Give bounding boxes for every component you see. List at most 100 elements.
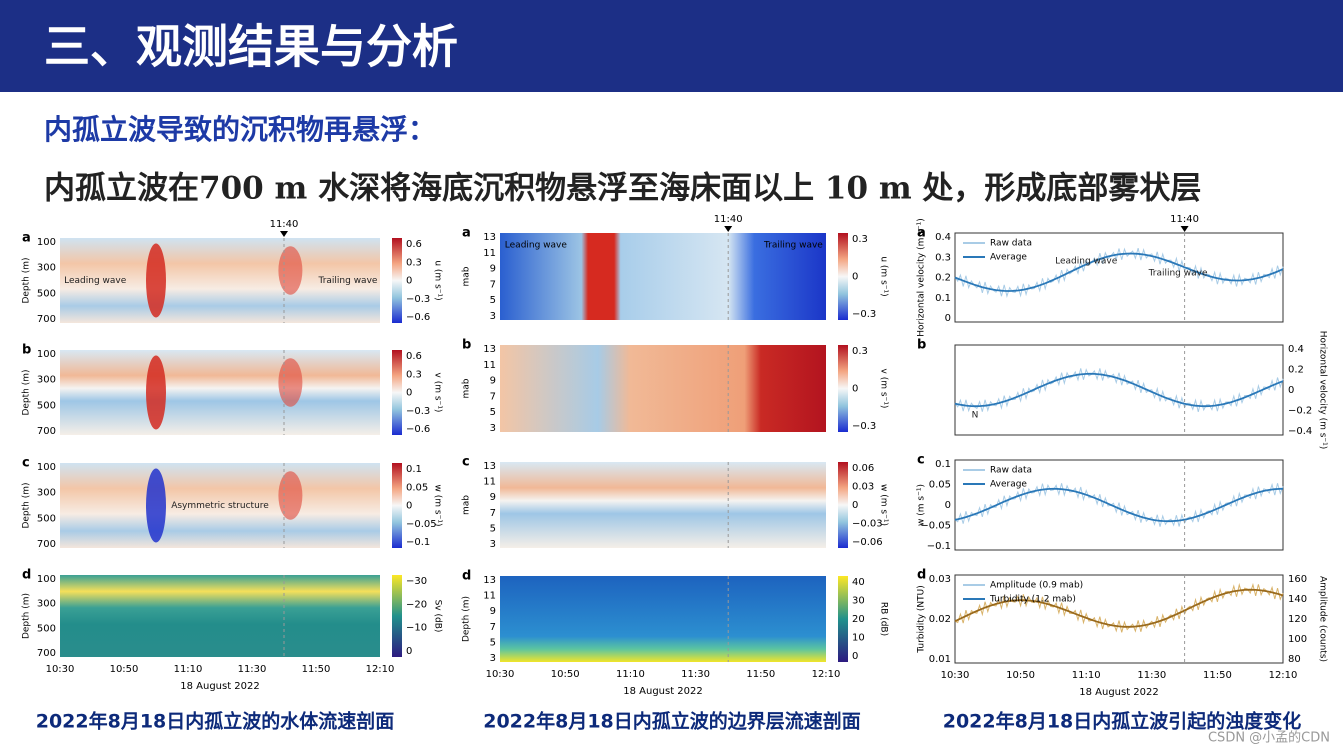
raw-line (954, 482, 1284, 527)
plot-image (60, 575, 380, 657)
annotation: Trailing wave (318, 276, 378, 286)
annotation: N (972, 411, 979, 421)
y-tick-label: 300 (37, 375, 56, 386)
plot-image (500, 233, 826, 320)
colorbar-tick-label: 0 (852, 384, 858, 395)
y-tick-label: 700 (37, 648, 56, 659)
average-line (954, 252, 1284, 292)
y-tick-label: 9 (490, 492, 496, 503)
colorbar-tick-label: 0.1 (406, 464, 422, 475)
legend-label: Amplitude (0.9 mab) (990, 581, 1083, 591)
colorbar-tick-label: 40 (852, 577, 865, 588)
y2-tick-label: 0.4 (1288, 344, 1304, 355)
y2-tick-label: −0.2 (1288, 406, 1312, 417)
y-tick-label: 5 (490, 407, 496, 418)
x-tick-label: 11:10 (174, 664, 203, 675)
y-tick-label: 0.1 (935, 459, 951, 470)
raw-line (954, 368, 1284, 413)
annotation: Leading wave (1055, 257, 1118, 267)
y-tick-label: 100 (37, 462, 56, 473)
colorbar-tick-label: 0.06 (852, 463, 874, 474)
plot-area (954, 344, 1284, 436)
y-tick-label: 13 (483, 344, 496, 355)
y-tick-label: 13 (483, 232, 496, 243)
x-tick-label: 11:30 (238, 664, 267, 675)
y-tick-label: 9 (490, 264, 496, 275)
plot-image (60, 238, 380, 323)
raw-line (954, 582, 1284, 633)
annotation: Trailing wave (763, 241, 823, 251)
y-tick-label: 7 (490, 279, 496, 290)
figure-caption: 2022年8月18日内孤立波的水体流速剖面 (36, 710, 395, 733)
colorbar-label: u (m s⁻¹) (433, 260, 443, 300)
raw-line (954, 247, 1284, 298)
plot-image (500, 576, 826, 662)
colorbar-tick-label: −0.3 (852, 309, 876, 320)
y2-tick-label: 160 (1288, 574, 1307, 585)
annotation: Leading wave (505, 241, 568, 251)
y-tick-label: 7 (490, 391, 496, 402)
y-tick-label: 500 (37, 513, 56, 524)
panel-letter: a (917, 226, 926, 241)
y-tick-label: 9 (490, 606, 496, 617)
panel-letter: a (462, 226, 471, 241)
y-tick-label: 7 (490, 622, 496, 633)
colorbar-tick-label: 0 (406, 501, 412, 512)
wave-feature (146, 243, 166, 318)
y-axis-label: Depth (m) (22, 369, 32, 415)
colorbar-tick-label: −30 (406, 576, 427, 587)
y-tick-label: 5 (490, 295, 496, 306)
plot-image (500, 345, 826, 432)
y-tick-label: 11 (483, 591, 496, 602)
panel-letter: b (22, 343, 31, 358)
y-axis-label: Horizontal velocity (m s⁻¹) (917, 218, 927, 337)
y-tick-label: 0.4 (935, 232, 951, 243)
colorbar (392, 238, 402, 323)
colorbar-tick-label: 0.6 (406, 239, 422, 250)
colorbar-tick-label: −0.6 (406, 424, 430, 435)
colorbar-tick-label: 0 (406, 276, 412, 287)
legend-label: Raw data (990, 239, 1032, 249)
colorbar (838, 233, 848, 320)
watermark: CSDN @小孟的CDN (1208, 730, 1330, 746)
x-tick-label: 12:10 (1269, 670, 1298, 681)
colorbar-tick-label: −0.3 (406, 406, 430, 417)
y-axis-label: mab (462, 266, 472, 286)
y-tick-label: 700 (37, 426, 56, 437)
y-tick-label: 100 (37, 574, 56, 585)
marker-arrow (1180, 226, 1189, 232)
colorbar-tick-label: 0 (406, 646, 412, 657)
colorbar-label: u (m s⁻¹) (879, 256, 889, 296)
panel-letter: d (917, 568, 926, 583)
colorbar-tick-label: −0.1 (406, 537, 430, 548)
statement: 内孤立波在700 m 水深将海底沉积物悬浮至海床面以上 10 m 处，形成底部雾… (44, 171, 1201, 207)
y2-tick-label: 140 (1288, 594, 1307, 605)
colorbar-tick-label: 30 (852, 596, 865, 607)
x-tick-label: 10:30 (941, 670, 970, 681)
colorbar-label: v (m s⁻¹) (879, 369, 889, 409)
y-tick-label: 0.03 (929, 574, 951, 585)
panel-letter: b (462, 338, 471, 353)
y-tick-label: 11 (483, 248, 496, 259)
colorbar-tick-label: −20 (406, 599, 427, 610)
panel-letter: a (22, 231, 31, 246)
y-axis-label: w (m s⁻¹) (917, 484, 927, 526)
x-tick-label: 10:50 (110, 664, 139, 675)
wave-feature (146, 468, 166, 543)
y-axis-label: Depth (m) (22, 593, 32, 639)
x-tick-label: 10:50 (551, 669, 580, 680)
colorbar (838, 462, 848, 548)
colorbar-tick-label: −0.3 (406, 294, 430, 305)
y-tick-label: 0.1 (935, 293, 951, 304)
panel-letter: b (917, 338, 926, 353)
y-tick-label: 300 (37, 488, 56, 499)
x-tick-label: 11:10 (1072, 670, 1101, 681)
y-tick-label: 9 (490, 376, 496, 387)
colorbar-tick-label: 0.3 (852, 346, 868, 357)
x-tick-label: 11:50 (302, 664, 331, 675)
y-tick-label: 7 (490, 508, 496, 519)
subtitle: 内孤立波导致的沉积物再悬浮： (44, 113, 436, 146)
y-axis-label: Depth (m) (22, 257, 32, 303)
y2-tick-label: 0 (1288, 385, 1294, 396)
